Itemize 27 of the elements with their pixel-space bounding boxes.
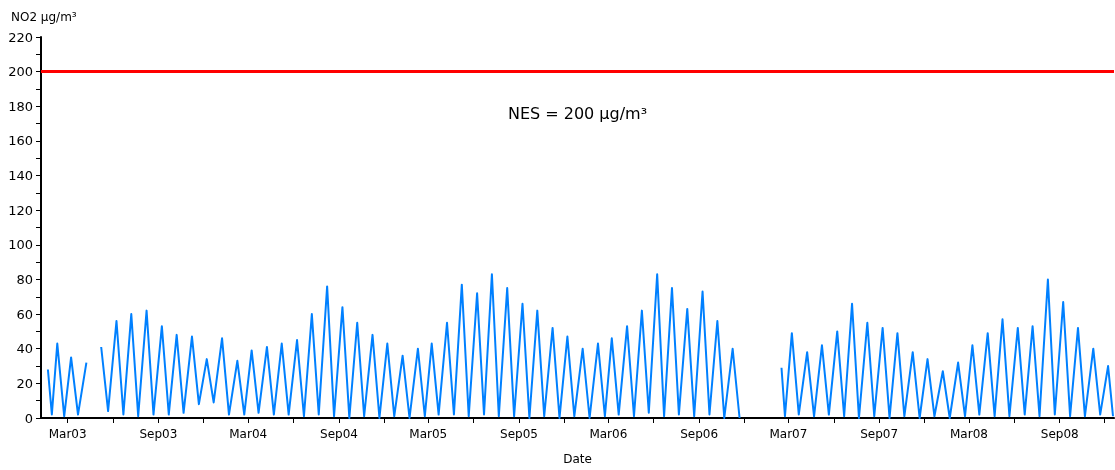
y-tick-label: 160	[8, 133, 33, 149]
x-tick-label: Mar07	[769, 427, 808, 441]
y-tick-label: 120	[8, 202, 33, 218]
y-tick-label: 100	[8, 237, 33, 253]
x-tick-label: Sep08	[1040, 427, 1079, 441]
y-tick-label: 60	[16, 306, 33, 322]
x-tick-label: Mar03	[48, 427, 87, 441]
y-tick-label: 40	[16, 341, 33, 357]
x-tick-label: Sep06	[680, 427, 719, 441]
x-tick-label: Sep03	[139, 427, 178, 441]
x-axis-title: Date	[563, 452, 592, 466]
y-tick-label: 140	[8, 168, 33, 184]
x-tick-label: Mar04	[229, 427, 268, 441]
x-tick-label: Mar05	[409, 427, 448, 441]
y-tick-label: 0	[24, 410, 33, 426]
y-tick-label: 220	[8, 29, 33, 45]
y-tick-label: 80	[16, 271, 33, 287]
x-tick-label: Sep04	[320, 427, 358, 441]
x-tick-label: Mar06	[589, 427, 628, 441]
y-tick-label: 180	[8, 98, 33, 114]
ref-line-label: NES = 200 µg/m³	[507, 104, 648, 124]
x-tick-label: Sep07	[860, 427, 899, 441]
x-tick-label: Mar08	[950, 427, 988, 441]
y-tick-label: 20	[16, 375, 33, 391]
x-tick-label: Sep05	[500, 427, 538, 441]
y-axis-title: NO2 µg/m³	[11, 10, 77, 24]
y-tick-label: 200	[8, 64, 33, 80]
